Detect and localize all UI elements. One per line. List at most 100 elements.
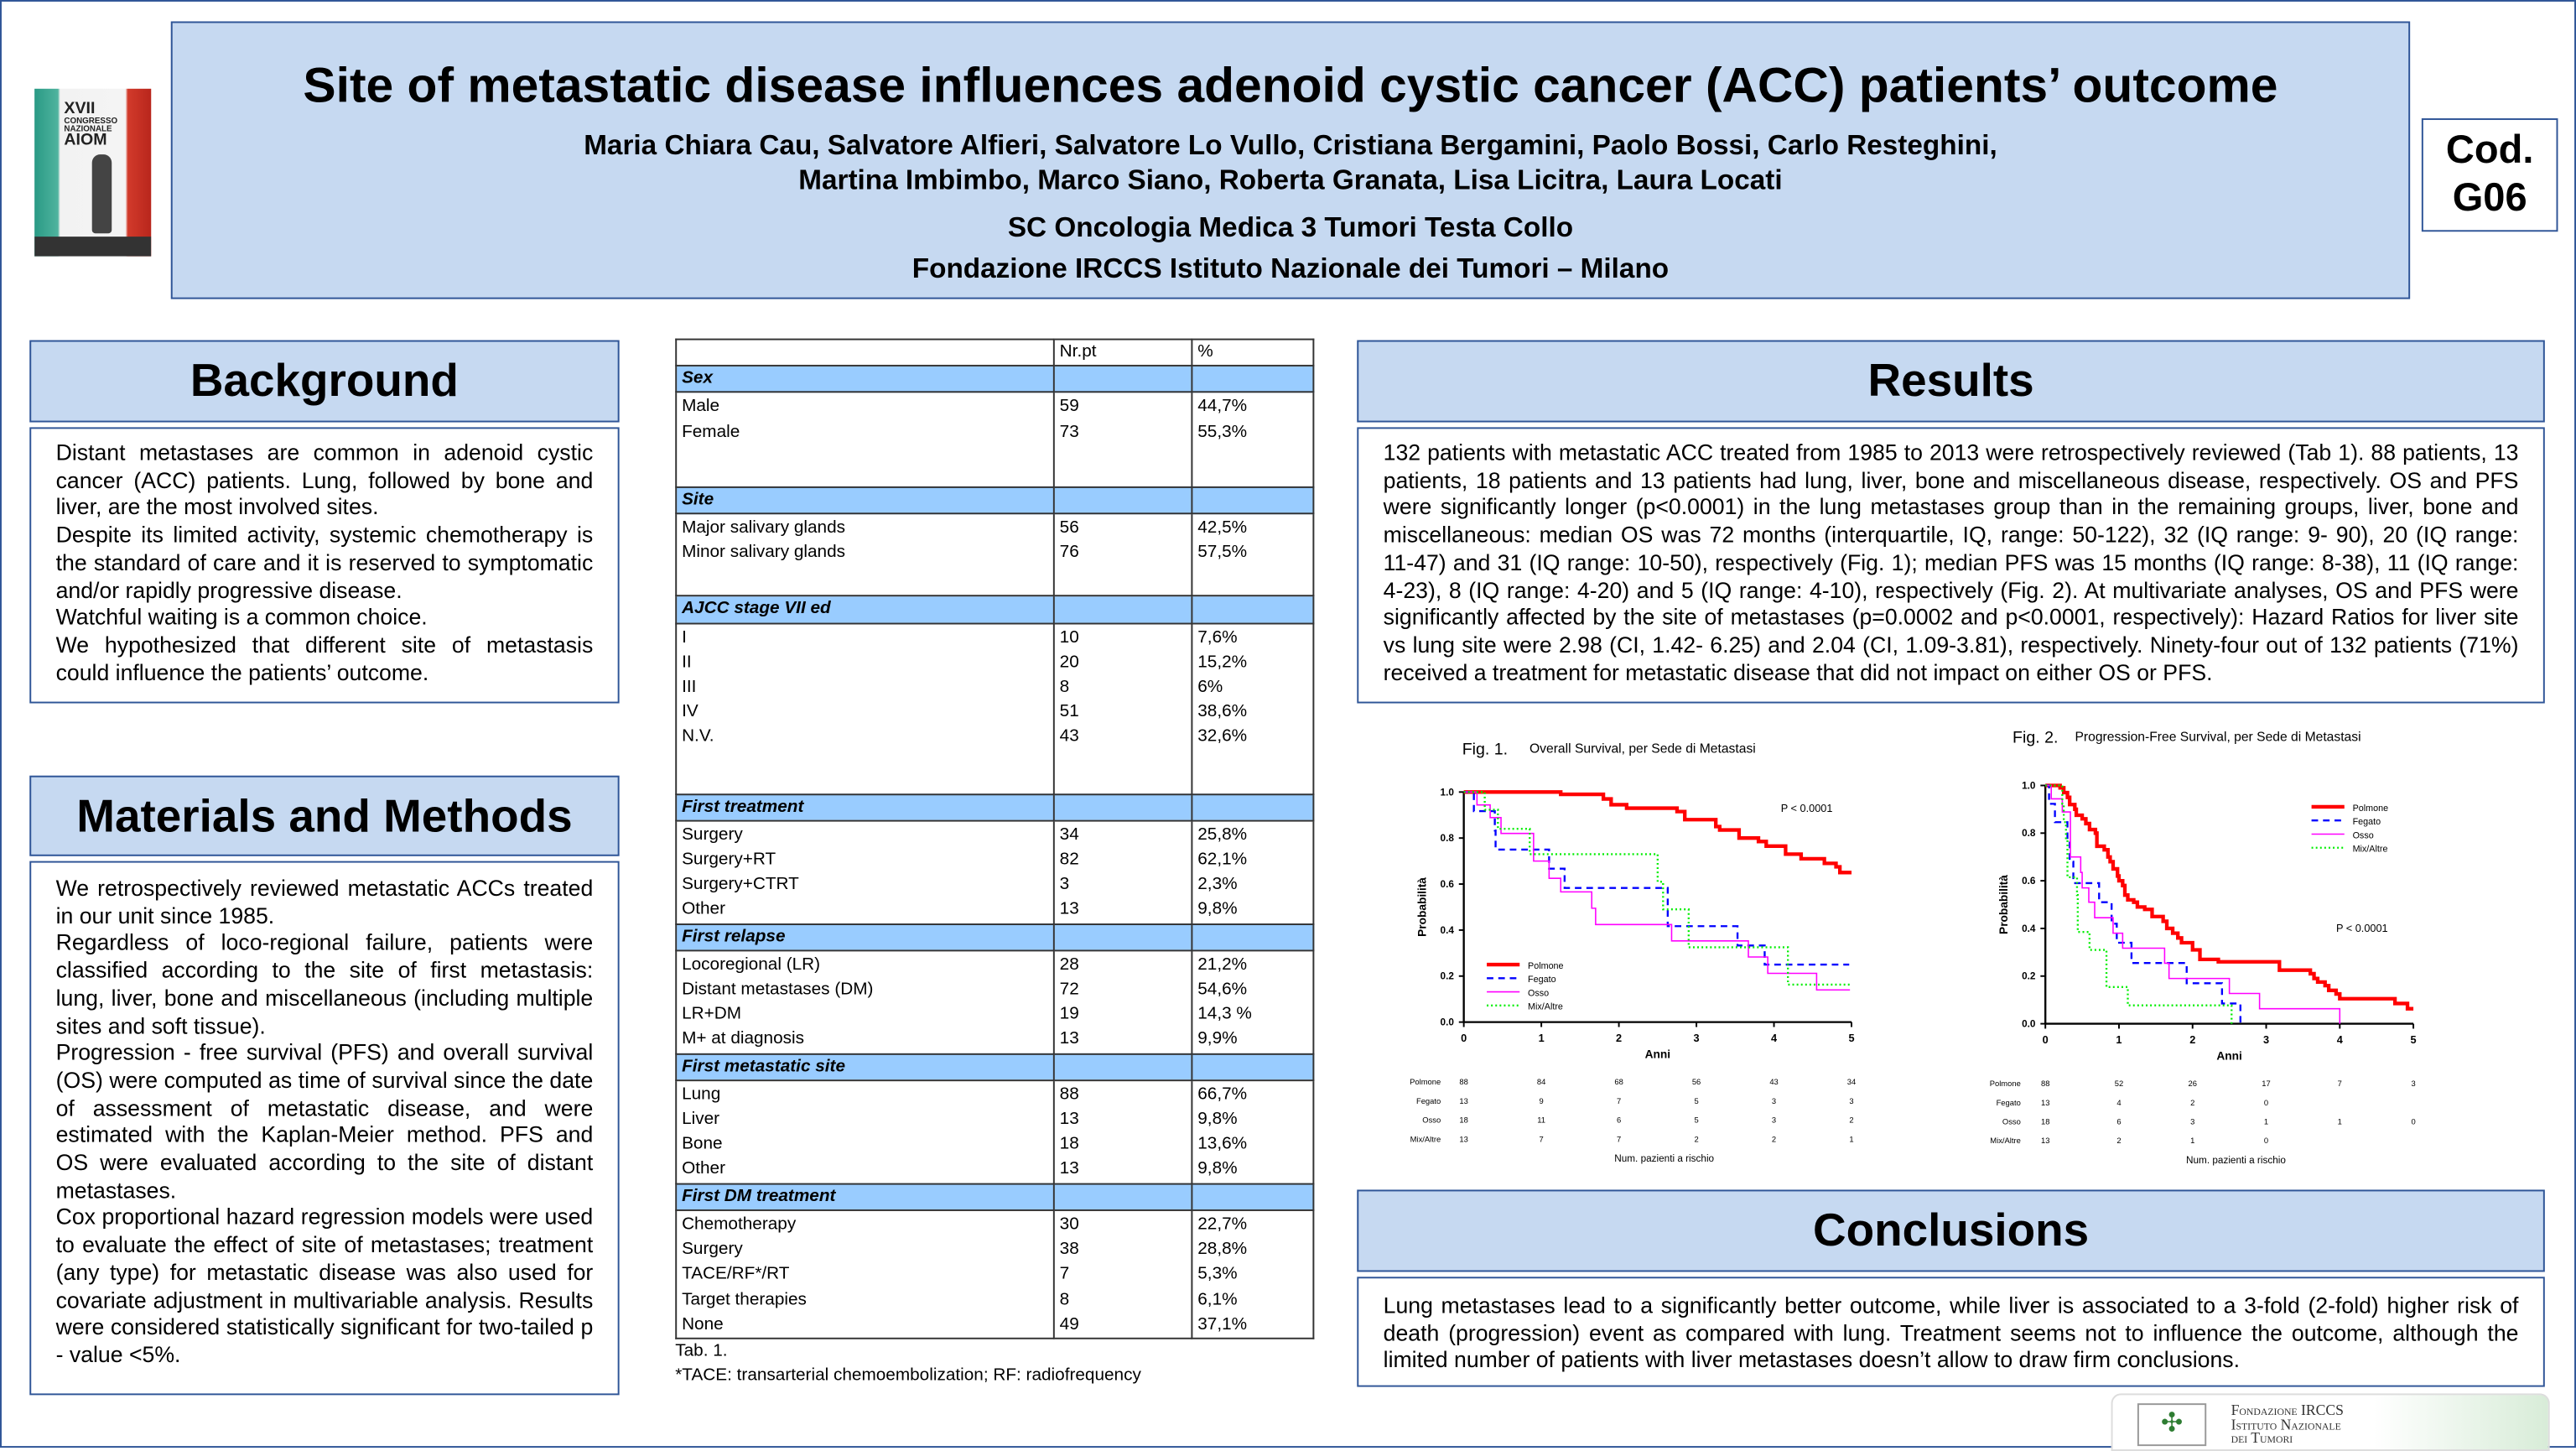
table-caption: Tab. 1.: [675, 1340, 728, 1361]
table-cell: 19: [1059, 1004, 1079, 1025]
table-cell: Lung: [682, 1084, 721, 1105]
table-cell: 49: [1059, 1313, 1079, 1334]
int-arrows-icon: ✣: [2137, 1403, 2207, 1447]
table-section-header: First DM treatment: [675, 1182, 1315, 1211]
risk-table-count: 3: [2411, 1079, 2415, 1088]
table-cell: 13,6%: [1197, 1134, 1248, 1154]
risk-table-count: 2: [1849, 1116, 1853, 1125]
legend-label: Polmone: [2353, 804, 2389, 814]
section-name: AJCC stage VII ed: [675, 595, 1055, 624]
table-cell: Male: [682, 396, 720, 417]
background-paragraph: Distant metastases are common in adenoid…: [55, 440, 594, 520]
table-cell: Locoregional (LR): [682, 954, 821, 975]
aiom-congress-logo: XVII CONGRESSO NAZIONALE AIOM: [34, 88, 152, 257]
figure-1-os-chart: Fig. 1. Overall Survival, per Sede di Met…: [1410, 740, 1856, 1164]
section-name: First relapse: [675, 923, 1055, 952]
figure-2-pfs-chart: Fig. 2. Progression-Free Survival, per Se…: [1990, 729, 2417, 1167]
code-label: Cod.: [2445, 127, 2534, 173]
x-tick-label: 5: [1848, 1032, 1854, 1044]
table-section-header: First relapse: [675, 923, 1315, 952]
table-cell: 88: [1059, 1084, 1079, 1105]
table-cell: 28: [1059, 954, 1079, 975]
risk-table-count: 3: [1849, 1096, 1853, 1105]
table-cell: 20: [1059, 652, 1079, 672]
p-value-annotation: P < 0.0001: [2336, 922, 2388, 934]
authors-line-1: Maria Chiara Cau, Salvatore Alfieri, Sal…: [584, 129, 1997, 162]
risk-table-count: 3: [1772, 1096, 1776, 1105]
table-cell: 13: [1059, 1109, 1079, 1130]
institution-line-2: Fondazione IRCCS Istituto Nazionale dei …: [911, 252, 1670, 284]
int-milano-logo: ✣ Fondazione IRCCS Istituto Nazionale dei …: [2111, 1393, 2550, 1451]
y-tick-label: 0.0: [1441, 1017, 1455, 1028]
institution-line-1: SC Oncologia Medica 3 Tumori Testa Collo: [1007, 211, 1574, 243]
table-cell: 15,2%: [1197, 652, 1248, 672]
background-paragraph: Despite its limited activity, systemic c…: [55, 523, 594, 603]
x-tick-label: 4: [2337, 1033, 2343, 1046]
table-cell: 44,7%: [1197, 396, 1248, 417]
risk-table-count: 7: [2338, 1079, 2342, 1088]
y-tick-label: 0.6: [1441, 879, 1455, 890]
risk-table-count: 0: [2264, 1098, 2268, 1107]
logo-text: dei Tumori: [2231, 1429, 2293, 1447]
table-cell: 38,6%: [1197, 702, 1248, 722]
table-section-header: Site: [675, 486, 1315, 515]
table-cell: 56: [1059, 517, 1079, 538]
table-cell: 54,6%: [1197, 979, 1248, 1000]
risk-table-count: 11: [1537, 1116, 1545, 1125]
table-cell: 18: [1059, 1134, 1079, 1154]
table-cell: 62,1%: [1197, 849, 1248, 870]
table-cell: Female: [682, 421, 740, 442]
table-cell: 7,6%: [1197, 627, 1238, 647]
risk-table-count: 34: [1847, 1077, 1856, 1086]
risk-table-count: 5: [1694, 1096, 1698, 1105]
y-tick-label: 0.0: [2022, 1019, 2036, 1030]
section-name: First metastatic site: [675, 1053, 1055, 1081]
table-cell: Target therapies: [682, 1288, 807, 1309]
methods-paragraph: Cox proportional hazard regression model…: [55, 1204, 594, 1367]
risk-table-count: 52: [2115, 1079, 2123, 1088]
results-text: 132 patients with metastatic ACC treated…: [1357, 427, 2545, 704]
km-curve-osso: [2045, 784, 2341, 1024]
x-tick-label: 4: [1771, 1032, 1777, 1044]
table-cell: 55,3%: [1197, 421, 1248, 442]
table-cell: 30: [1059, 1214, 1079, 1235]
table-cell: Surgery: [682, 824, 743, 845]
table-cell: 76: [1059, 542, 1079, 563]
risk-table-count: 13: [2041, 1098, 2049, 1107]
risk-table-count: 7: [1617, 1096, 1621, 1105]
x-tick-label: 0: [2043, 1033, 2049, 1046]
risk-table-count: 1: [2338, 1116, 2342, 1126]
risk-table-count: 7: [1540, 1134, 1544, 1143]
table-section-header: First metastatic site: [675, 1053, 1315, 1081]
y-tick-label: 0.4: [1441, 925, 1455, 936]
legend-label: Osso: [2353, 830, 2374, 840]
table-cell: 59: [1059, 396, 1079, 417]
y-axis-label: Probabilità: [1997, 875, 2010, 934]
legend-label: Fegato: [1528, 975, 1556, 985]
conclusions-heading: Conclusions: [1357, 1189, 2545, 1272]
table-cell: Major salivary glands: [682, 517, 846, 538]
y-tick-label: 1.0: [2022, 780, 2036, 791]
x-axis-label: Anni: [2216, 1050, 2241, 1063]
y-tick-label: 1.0: [1441, 787, 1455, 798]
table-cell: Other: [682, 899, 725, 920]
methods-text: We retrospectively reviewed metastatic A…: [29, 861, 620, 1396]
table-cell: 34: [1059, 824, 1079, 845]
legend-label: Osso: [1528, 988, 1549, 998]
risk-table-group: Fegato: [1997, 1098, 2021, 1107]
risk-table-count: 13: [1459, 1096, 1467, 1105]
table-cell: 82: [1059, 849, 1079, 870]
risk-table-count: 56: [1692, 1077, 1701, 1086]
risk-table-count: 6: [2116, 1116, 2121, 1126]
table-cell: Surgery+CTRT: [682, 874, 799, 895]
table-cell: 57,5%: [1197, 542, 1248, 563]
table-row-group: Major salivary glands Minor salivary glan…: [675, 512, 1315, 598]
legend-label: Fegato: [2353, 817, 2381, 827]
authors-line-2: Martina Imbimbo, Marco Siano, Roberta Gr…: [798, 164, 1783, 196]
figure-label: Fig. 2.: [2012, 729, 2058, 747]
code-value: G06: [2452, 175, 2527, 221]
table-cell: M+ at diagnosis: [682, 1029, 805, 1049]
section-name: Site: [675, 486, 1055, 515]
table-cell: Distant metastases (DM): [682, 979, 874, 1000]
